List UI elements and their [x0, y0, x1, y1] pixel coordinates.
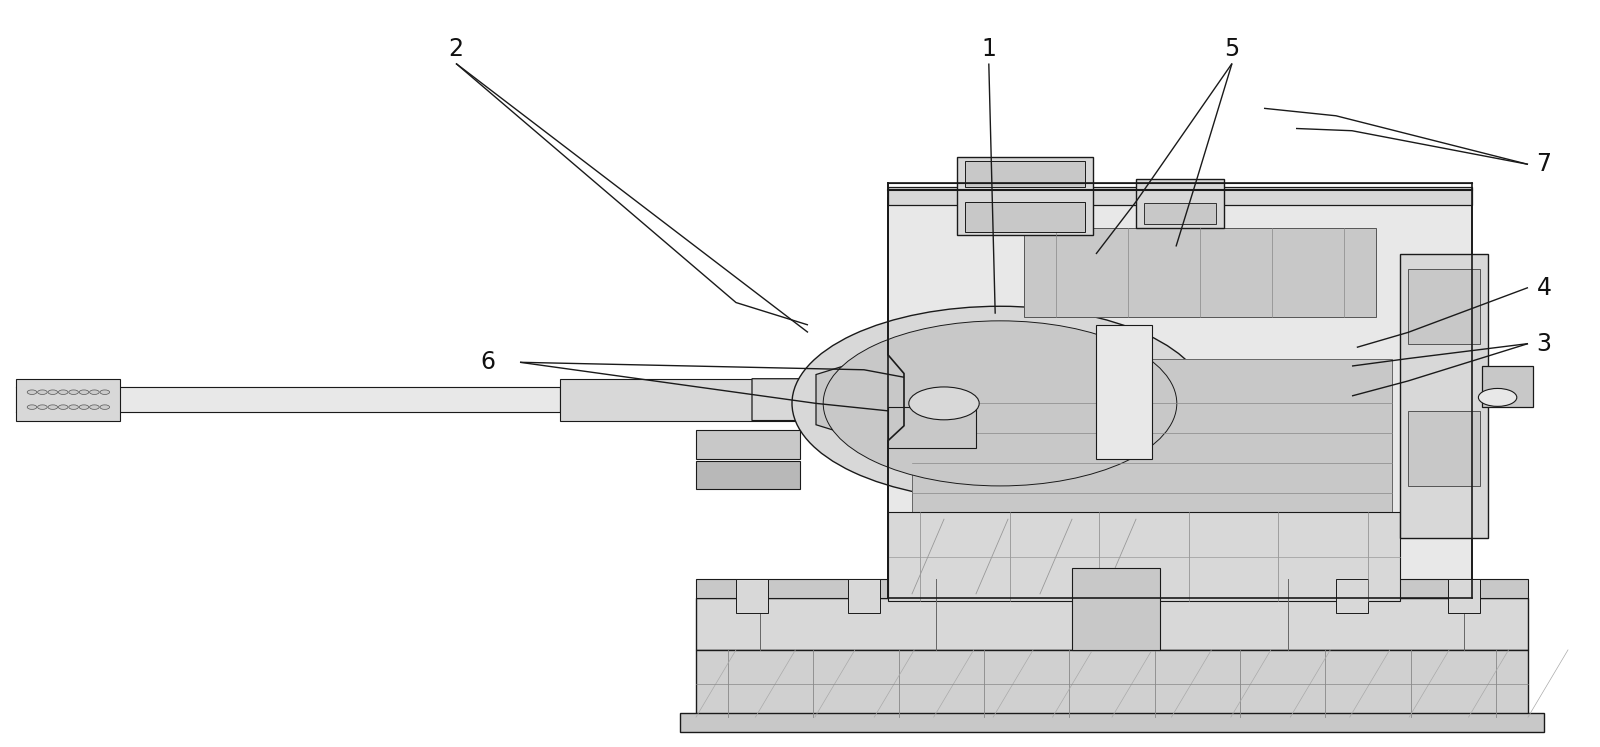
- FancyBboxPatch shape: [680, 713, 1544, 732]
- Circle shape: [792, 306, 1208, 500]
- FancyBboxPatch shape: [1144, 203, 1216, 224]
- Circle shape: [101, 390, 109, 394]
- FancyBboxPatch shape: [888, 187, 1472, 205]
- Circle shape: [824, 321, 1178, 486]
- Circle shape: [48, 405, 58, 409]
- FancyBboxPatch shape: [1024, 228, 1376, 317]
- Circle shape: [27, 390, 37, 394]
- Circle shape: [80, 390, 90, 394]
- Circle shape: [69, 390, 78, 394]
- Text: 1: 1: [981, 37, 997, 61]
- Circle shape: [80, 405, 90, 409]
- FancyBboxPatch shape: [16, 379, 120, 421]
- Circle shape: [101, 405, 109, 409]
- Circle shape: [59, 405, 67, 409]
- FancyBboxPatch shape: [912, 359, 1392, 523]
- Polygon shape: [752, 347, 904, 452]
- FancyBboxPatch shape: [736, 579, 768, 613]
- Polygon shape: [16, 387, 808, 412]
- Circle shape: [59, 390, 67, 394]
- FancyBboxPatch shape: [696, 650, 1528, 717]
- FancyBboxPatch shape: [888, 198, 1472, 598]
- FancyBboxPatch shape: [696, 598, 1528, 650]
- Circle shape: [38, 390, 48, 394]
- FancyBboxPatch shape: [1400, 254, 1488, 538]
- FancyBboxPatch shape: [888, 512, 1400, 601]
- Text: 4: 4: [1536, 276, 1552, 300]
- FancyBboxPatch shape: [1482, 366, 1533, 407]
- FancyBboxPatch shape: [1336, 579, 1368, 613]
- Text: 6: 6: [480, 350, 496, 374]
- Polygon shape: [816, 347, 904, 452]
- FancyBboxPatch shape: [965, 161, 1085, 187]
- Circle shape: [38, 405, 48, 409]
- FancyBboxPatch shape: [1072, 568, 1160, 650]
- Circle shape: [90, 390, 99, 394]
- FancyBboxPatch shape: [1408, 269, 1480, 344]
- FancyBboxPatch shape: [560, 379, 808, 421]
- FancyBboxPatch shape: [848, 579, 880, 613]
- FancyBboxPatch shape: [957, 157, 1093, 235]
- FancyBboxPatch shape: [696, 461, 800, 489]
- FancyBboxPatch shape: [965, 202, 1085, 232]
- FancyBboxPatch shape: [1096, 325, 1152, 459]
- Circle shape: [90, 405, 99, 409]
- FancyBboxPatch shape: [696, 430, 800, 459]
- Text: 2: 2: [448, 37, 464, 61]
- Text: 7: 7: [1536, 152, 1552, 176]
- FancyBboxPatch shape: [1408, 411, 1480, 486]
- FancyBboxPatch shape: [1136, 179, 1224, 228]
- Circle shape: [48, 390, 58, 394]
- FancyBboxPatch shape: [888, 407, 976, 448]
- Text: 3: 3: [1536, 332, 1552, 356]
- Circle shape: [909, 387, 979, 420]
- FancyBboxPatch shape: [696, 579, 1528, 598]
- FancyBboxPatch shape: [1448, 579, 1480, 613]
- Circle shape: [27, 405, 37, 409]
- Circle shape: [69, 405, 78, 409]
- Circle shape: [1478, 388, 1517, 406]
- Text: 5: 5: [1224, 37, 1240, 61]
